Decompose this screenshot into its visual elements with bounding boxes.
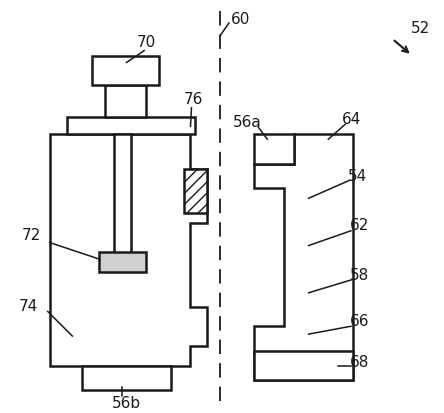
Text: 54: 54 xyxy=(348,169,368,184)
Text: 56a: 56a xyxy=(233,115,262,130)
Text: 58: 58 xyxy=(350,268,369,282)
Text: 62: 62 xyxy=(350,218,369,233)
Polygon shape xyxy=(82,366,171,390)
Polygon shape xyxy=(50,134,207,366)
Polygon shape xyxy=(105,85,146,116)
Polygon shape xyxy=(254,134,294,164)
Text: 66: 66 xyxy=(350,314,369,329)
Text: 72: 72 xyxy=(21,228,41,243)
Polygon shape xyxy=(67,116,195,134)
Text: 52: 52 xyxy=(411,21,431,36)
Polygon shape xyxy=(99,252,146,272)
Text: 60: 60 xyxy=(231,12,250,26)
Polygon shape xyxy=(254,351,353,380)
Text: 70: 70 xyxy=(137,35,156,50)
Text: 74: 74 xyxy=(19,299,38,314)
Text: 56b: 56b xyxy=(112,396,141,411)
Text: 64: 64 xyxy=(342,112,361,127)
Text: 68: 68 xyxy=(350,355,369,370)
Polygon shape xyxy=(92,55,159,85)
Polygon shape xyxy=(184,169,207,213)
Text: 76: 76 xyxy=(184,93,203,107)
Polygon shape xyxy=(114,134,131,267)
Polygon shape xyxy=(254,134,353,380)
